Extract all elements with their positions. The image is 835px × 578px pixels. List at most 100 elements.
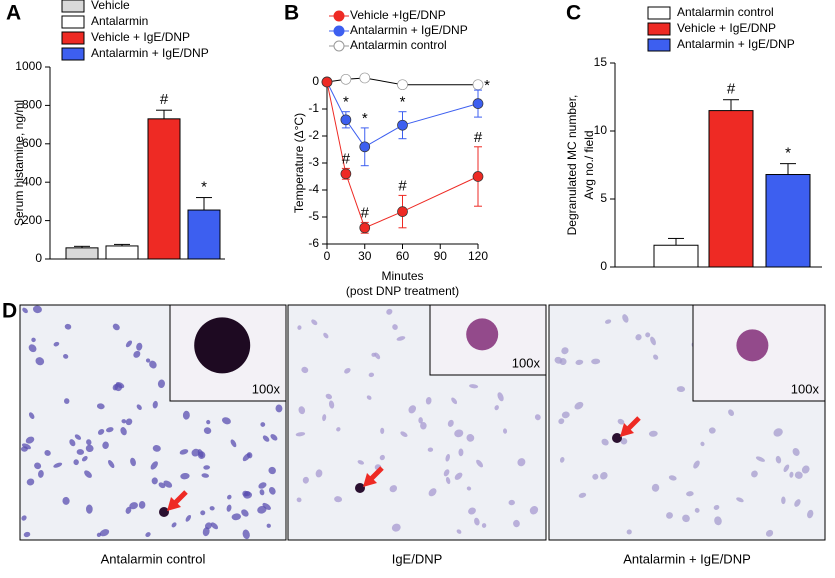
legend-label: Antalarmin + IgE/DNP [677, 37, 795, 51]
cell [323, 332, 329, 339]
cell [179, 449, 189, 455]
cell [427, 447, 434, 452]
inset-cell [194, 317, 251, 374]
cell [125, 506, 132, 514]
cell [201, 473, 210, 478]
y-tick-label: 400 [22, 174, 42, 188]
bar [147, 118, 181, 260]
cell [445, 476, 451, 485]
annotation: * [484, 77, 490, 94]
cell [28, 344, 37, 353]
cell [686, 491, 694, 497]
cell [454, 429, 464, 438]
panel-letter: A [6, 2, 21, 25]
cell [708, 427, 716, 434]
data-point [397, 119, 408, 131]
cell [260, 422, 266, 427]
cell [336, 427, 341, 432]
cell [591, 358, 601, 365]
cell [789, 471, 794, 478]
y-tick-label: 0 [600, 259, 607, 273]
cell [311, 319, 318, 326]
cell [783, 464, 790, 473]
cell [296, 497, 302, 503]
cell [275, 404, 283, 413]
cell [227, 494, 232, 500]
cell [62, 496, 70, 505]
cell [458, 448, 464, 457]
cell [794, 499, 801, 507]
cell [534, 414, 541, 421]
cell [23, 531, 31, 538]
data-point [359, 222, 371, 234]
data-point [397, 206, 408, 217]
cell [693, 460, 700, 469]
cell [620, 437, 628, 445]
cell [682, 514, 690, 523]
cell [125, 418, 133, 426]
legend-swatch [647, 6, 671, 20]
cell [298, 406, 306, 415]
cell [268, 486, 276, 495]
cell [73, 459, 79, 466]
cell [241, 509, 249, 517]
micrograph-caption: Antalarmin control [101, 551, 206, 566]
cell [344, 367, 351, 374]
annotation: * [785, 145, 791, 162]
cell [626, 529, 632, 535]
inset-cell [466, 318, 499, 351]
cell [112, 384, 119, 391]
cell [469, 384, 479, 389]
legend-label: Vehicle [91, 0, 130, 12]
cell [230, 439, 237, 448]
cell [315, 469, 323, 478]
inset-label: 100x [512, 355, 541, 370]
cell [666, 512, 673, 519]
data-point [397, 79, 408, 91]
cell [561, 347, 569, 355]
cell [210, 522, 219, 530]
y-tick-label: 15 [594, 55, 608, 69]
cell [149, 360, 157, 369]
arrow-head [620, 423, 634, 437]
cell [765, 529, 774, 537]
cell [334, 496, 343, 503]
mast-cell [159, 507, 169, 517]
cell [325, 393, 333, 400]
cell [63, 353, 69, 359]
x-tick-label: 90 [434, 249, 448, 263]
cell [31, 337, 36, 343]
cell [474, 517, 480, 526]
cell [714, 516, 722, 526]
cell [645, 332, 651, 338]
cell [736, 497, 744, 503]
bar [65, 247, 99, 260]
cell [466, 434, 475, 442]
legend-swatch [61, 31, 85, 45]
bar [187, 209, 221, 260]
cell [635, 334, 642, 341]
cell [152, 400, 158, 409]
cell [380, 427, 385, 434]
data-point [472, 171, 484, 182]
annotation: # [361, 204, 370, 221]
legend-label: Antalarmin [91, 14, 148, 28]
cell [601, 438, 609, 446]
cell [133, 350, 141, 358]
y-axis-label: Temperature (Δ°C) [292, 113, 306, 213]
cell [574, 401, 584, 410]
cell [86, 439, 92, 446]
y-tick-label: 200 [22, 213, 42, 227]
cell [386, 308, 393, 315]
cell [152, 445, 161, 452]
legend-swatch [61, 47, 85, 61]
y-tick-label: -1 [308, 101, 319, 115]
cell [262, 435, 270, 442]
cell [775, 455, 782, 464]
cell [617, 418, 625, 425]
annotation: # [474, 129, 483, 146]
cell [53, 341, 60, 347]
inset-cell [736, 329, 769, 362]
